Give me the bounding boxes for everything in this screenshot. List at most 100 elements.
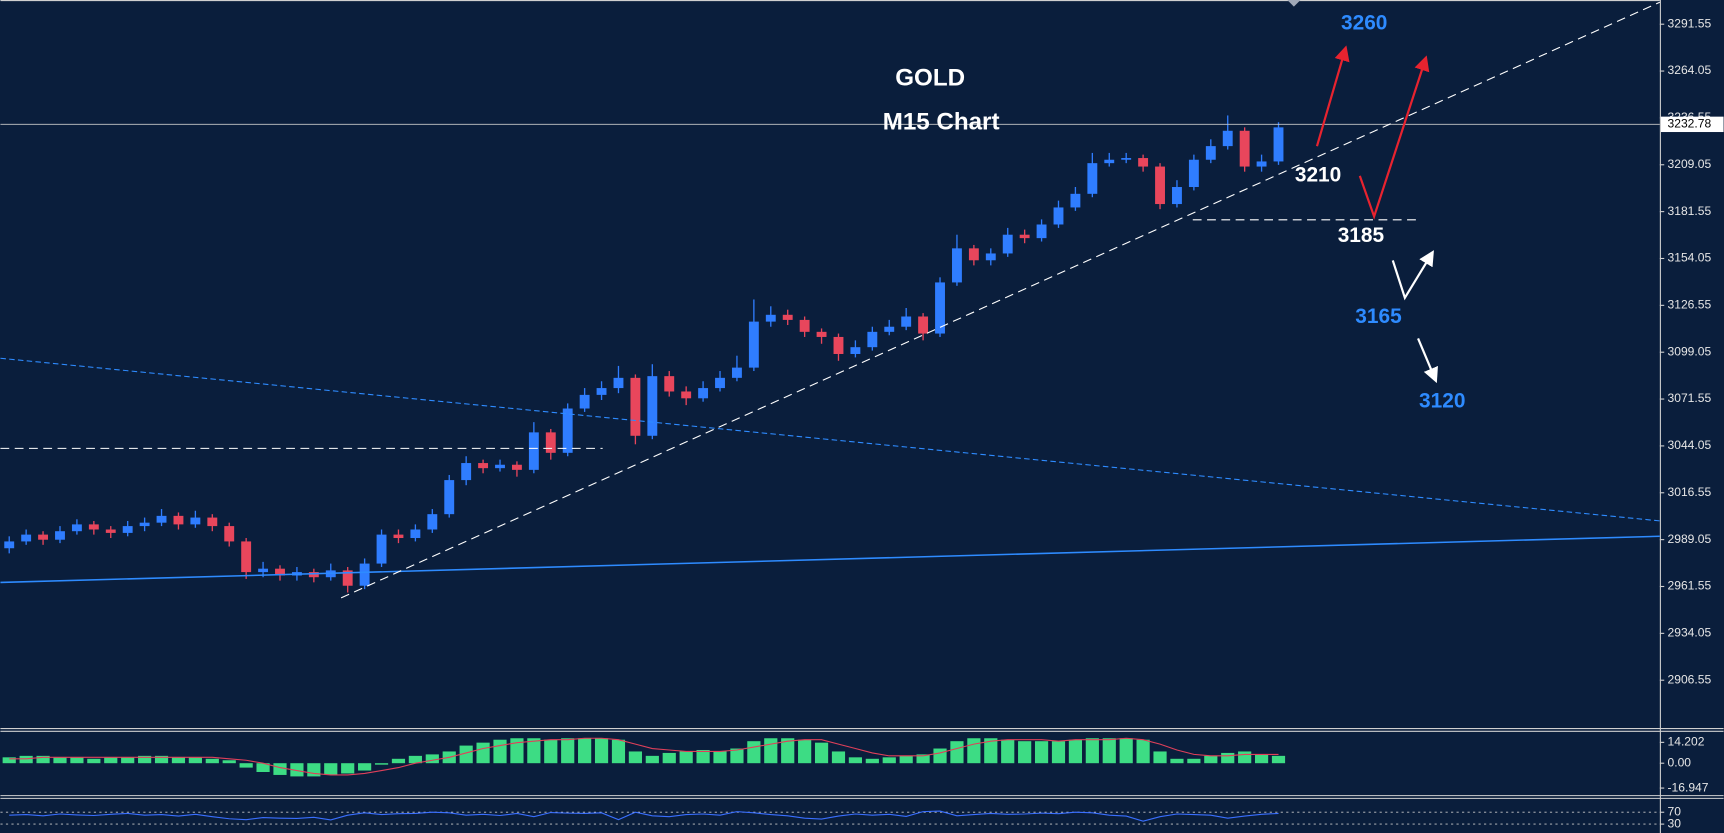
histogram-bar	[1254, 754, 1269, 764]
histogram-bar	[205, 758, 219, 764]
histogram-bar	[544, 739, 558, 764]
candle-body	[1256, 161, 1267, 167]
candle-body	[799, 319, 810, 332]
candle-body	[850, 347, 861, 354]
histogram-bar	[70, 757, 84, 764]
histogram-bar	[138, 755, 152, 764]
histogram-bar	[933, 748, 947, 764]
histogram-bar	[19, 755, 33, 764]
candle-body	[1239, 130, 1250, 167]
histogram-bar	[781, 738, 795, 764]
histogram-bar	[730, 748, 744, 764]
histogram-bar	[950, 741, 964, 764]
candle-body	[833, 336, 844, 354]
histogram-bar	[865, 758, 879, 764]
y-tick-label: 3264.05	[1668, 63, 1712, 77]
candle-body	[816, 331, 827, 337]
histogram-bar	[679, 751, 693, 764]
candle-body	[545, 432, 556, 453]
histogram-bar	[374, 763, 389, 765]
y-tick-label: 2989.05	[1668, 532, 1712, 546]
candle-body	[495, 464, 505, 469]
candle-body	[562, 408, 573, 453]
candle-body	[647, 376, 658, 436]
trend-line	[0, 535, 1660, 584]
candle-body	[884, 326, 895, 332]
candle-body	[4, 541, 15, 549]
y-tick-label: 3154.05	[1668, 251, 1712, 265]
histogram-bar	[493, 739, 507, 764]
histogram-bar	[527, 738, 541, 764]
histogram-bar	[594, 738, 609, 764]
histogram-bar	[1018, 741, 1032, 764]
histogram-bar	[188, 757, 202, 764]
y-tick-label: 2961.55	[1668, 579, 1712, 593]
y-tick-label: 3044.05	[1668, 438, 1712, 452]
histogram-bar	[916, 754, 930, 764]
candle-body	[88, 524, 99, 530]
candle-body	[1155, 166, 1165, 205]
y-tick-label: 3209.05	[1668, 157, 1712, 171]
trend-line	[340, 1, 1661, 599]
y-tick-label: 0.00	[1668, 755, 1692, 769]
candle-body	[1104, 159, 1115, 164]
histogram-bar	[222, 760, 236, 764]
candle-body	[715, 377, 725, 389]
arrow	[1315, 45, 1350, 147]
histogram-bar	[1170, 758, 1184, 764]
candle-body	[765, 314, 776, 322]
histogram-bar	[391, 758, 406, 764]
candle-body	[1222, 130, 1233, 147]
candle-body	[427, 514, 438, 530]
histogram-bar	[459, 745, 473, 764]
histogram-bar	[645, 755, 659, 764]
candle-body	[1053, 207, 1064, 225]
histogram-bar	[121, 757, 135, 764]
candle-body	[461, 463, 472, 481]
y-tick-label: 3126.55	[1668, 298, 1712, 312]
annotation: 3210	[1295, 163, 1341, 186]
candle-body	[985, 253, 996, 261]
histogram-bar	[882, 757, 896, 764]
histogram-bar	[798, 739, 812, 764]
histogram-bar	[1034, 741, 1049, 764]
y-tick-label: -16.947	[1668, 780, 1709, 794]
candle-body	[308, 572, 319, 578]
trend-line	[0, 357, 1660, 522]
histogram-bar	[2, 757, 16, 764]
histogram-bar	[1051, 741, 1066, 764]
histogram-bar	[324, 763, 338, 775]
histogram-bar	[239, 763, 253, 768]
histogram-bar	[662, 752, 676, 764]
annotation: 3120	[1419, 390, 1465, 413]
candle-body	[38, 534, 49, 540]
histogram-bar	[628, 751, 642, 764]
histogram-bar	[1102, 738, 1116, 764]
candle-body	[444, 480, 455, 515]
candle-body	[1205, 146, 1216, 160]
last-price-label: 3232.78	[1668, 117, 1712, 131]
histogram-bar	[171, 757, 186, 764]
histogram-bar	[87, 758, 101, 764]
candles	[4, 115, 1284, 593]
candle-body	[1121, 158, 1132, 160]
histogram-bar	[713, 751, 727, 764]
y-tick-label: 3181.55	[1668, 204, 1712, 218]
histogram-bar	[425, 754, 439, 764]
candle-body	[122, 526, 133, 533]
histogram-bar	[1068, 739, 1083, 764]
histogram-bar	[341, 763, 355, 774]
candle-body	[968, 248, 979, 261]
histogram-bar	[358, 763, 372, 771]
candle-body	[1070, 193, 1081, 208]
candle-body	[393, 534, 404, 539]
histogram-bar	[764, 738, 778, 764]
y-tick-label: 3016.55	[1668, 485, 1712, 499]
candle-body	[1036, 224, 1047, 239]
arrow	[1358, 55, 1430, 220]
candle-body	[275, 568, 285, 576]
candle-body	[681, 391, 692, 399]
candle-body	[21, 534, 32, 542]
